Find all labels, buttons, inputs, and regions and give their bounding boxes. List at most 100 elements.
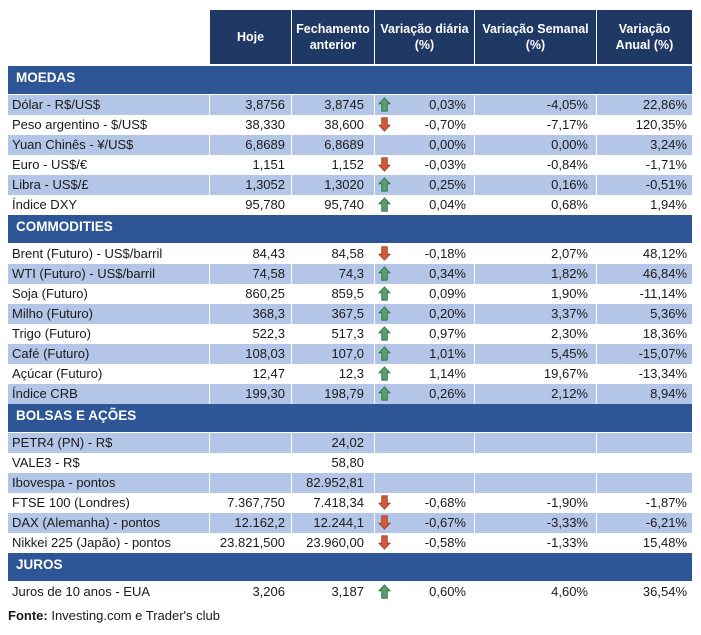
column-header-row: Hoje Fechamento anterior Variação diária…	[8, 10, 692, 64]
hoje-value: 368,3	[210, 304, 292, 324]
daily-change-value-text: 0,26%	[429, 386, 466, 401]
hoje-value: 95,780	[210, 195, 292, 215]
daily-change-value: 1,01%	[375, 344, 475, 364]
fechamento-value: 12,3	[292, 364, 375, 384]
up-arrow-icon	[378, 346, 391, 361]
daily-change-value	[375, 473, 475, 493]
daily-change-value	[375, 433, 475, 453]
daily-change-value-text: -0,67%	[424, 515, 466, 530]
table-body: MOEDAS Dólar - R$/US$ 3,8756 3,8745 0,03% -4,…	[8, 66, 692, 602]
table-row: Café (Futuro) 108,03 107,0 1,01% 5,45% -15,07…	[8, 344, 692, 364]
daily-change-value: 0,09%	[375, 284, 475, 304]
up-arrow-icon	[378, 197, 391, 212]
hoje-value	[210, 473, 292, 493]
daily-change-value-text: 1,01%	[429, 346, 466, 361]
weekly-change-value: -1,90%	[475, 493, 597, 513]
row-label: FTSE 100 (Londres)	[8, 493, 210, 513]
row-label: Café (Futuro)	[8, 344, 210, 364]
weekly-change-value: 5,45%	[475, 344, 597, 364]
row-label: Brent (Futuro) - US$/barril	[8, 244, 210, 264]
hoje-value: 74,58	[210, 264, 292, 284]
hoje-value: 522,3	[210, 324, 292, 344]
up-arrow-icon	[378, 326, 391, 341]
table-row: VALE3 - R$ 58,80	[8, 453, 692, 473]
fechamento-value: 198,79	[292, 384, 375, 404]
annual-change-value: 120,35%	[635, 117, 687, 132]
weekly-change-value: 19,67%	[475, 364, 597, 384]
weekly-change-value	[475, 433, 597, 453]
annual-change-value: 22,86%	[597, 95, 692, 115]
annual-change-value: 5,36%	[597, 304, 692, 324]
hoje-value: 84,43	[210, 244, 292, 264]
section-header-juros: JUROS	[8, 553, 692, 581]
weekly-change-value	[475, 453, 597, 473]
annual-change-value: -6,21%	[597, 513, 692, 533]
fechamento-value: 58,80	[292, 453, 375, 473]
down-arrow-icon	[378, 535, 391, 550]
fechamento-value: 107,0	[292, 344, 375, 364]
daily-change-value-text: 1,14%	[429, 366, 466, 381]
daily-change-value: -0,58%	[375, 533, 475, 553]
weekly-change-value: 4,60%	[475, 582, 597, 602]
column-header-variacao-diaria: Variação diária (%)	[375, 10, 475, 64]
hoje-value: 1,151	[210, 155, 292, 175]
daily-change-value-text: 0,09%	[429, 286, 466, 301]
table-row: PETR4 (PN) - R$ 24,02	[8, 433, 692, 453]
daily-change-value-text: -0,18%	[424, 246, 466, 261]
hoje-value: 1,3052	[210, 175, 292, 195]
fechamento-value: 12.244,1	[292, 513, 375, 533]
hoje-value: 12,47	[210, 364, 292, 384]
fechamento-value: 1,3020	[292, 175, 375, 195]
hoje-value: 108,03	[210, 344, 292, 364]
daily-change-value: -0,68%	[375, 493, 475, 513]
column-header-variacao-semanal: Variação Semanal (%)	[475, 10, 597, 64]
daily-change-value-text: 0,97%	[429, 326, 466, 341]
weekly-change-value: -7,17%	[475, 115, 597, 135]
daily-change-value: -0,70%	[375, 115, 475, 135]
row-label: Dólar - R$/US$	[8, 95, 210, 115]
daily-change-value-text: 0,04%	[429, 197, 466, 212]
row-label: Juros de 10 anos - EUA	[8, 582, 210, 602]
weekly-change-value: 0,00%	[475, 135, 597, 155]
hoje-value: 199,30	[210, 384, 292, 404]
fechamento-value: 3,187	[292, 582, 375, 602]
table-row: Nikkei 225 (Japão) - pontos 23.821,500 23.…	[8, 533, 692, 553]
daily-change-value: 0,34%	[375, 264, 475, 284]
row-label: Milho (Futuro)	[8, 304, 210, 324]
weekly-change-value: 2,07%	[475, 244, 597, 264]
row-label: Libra - US$/£	[8, 175, 210, 195]
fechamento-value: 859,5	[292, 284, 375, 304]
weekly-change-value: 2,30%	[475, 324, 597, 344]
daily-change-value-text: 0,03%	[429, 97, 466, 112]
fechamento-value: 367,5	[292, 304, 375, 324]
row-label: Trigo (Futuro)	[8, 324, 210, 344]
column-header-variacao-anual: Variação Anual (%)	[597, 10, 692, 64]
weekly-change-value: 2,12%	[475, 384, 597, 404]
fechamento-value: 84,58	[292, 244, 375, 264]
fechamento-value: 1,152	[292, 155, 375, 175]
daily-change-value-text: 0,60%	[429, 584, 466, 599]
annual-change-value	[597, 473, 692, 493]
section-header-bolsas-e-acoes: BOLSAS E AÇÕES	[8, 404, 692, 432]
fechamento-value: 74,3	[292, 264, 375, 284]
row-label: Açúcar (Futuro)	[8, 364, 210, 384]
weekly-change-value: 0,16%	[475, 175, 597, 195]
table-row: DAX (Alemanha) - pontos 12.162,2 12.244,1 -…	[8, 513, 692, 533]
daily-change-value-text: -0,58%	[424, 535, 466, 550]
daily-change-value: 0,60%	[375, 582, 475, 602]
hoje-value: 6,8689	[210, 135, 292, 155]
row-label: Nikkei 225 (Japão) - pontos	[8, 533, 210, 553]
daily-change-value: 0,97%	[375, 324, 475, 344]
section-header-commodities: COMMODITIES	[8, 215, 692, 243]
row-label: Soja (Futuro)	[8, 284, 210, 304]
up-arrow-icon	[378, 97, 391, 112]
weekly-change-value: -1,33%	[475, 533, 597, 553]
daily-change-value: -0,03%	[375, 155, 475, 175]
table-row: Índice DXY 95,780 95,740 0,04% 0,68% 1,94%	[8, 195, 692, 215]
hoje-value	[210, 453, 292, 473]
table-row: Dólar - R$/US$ 3,8756 3,8745 0,03% -4,05% 22,…	[8, 95, 692, 115]
daily-change-value: -0,18%	[375, 244, 475, 264]
annual-change-value: -0,51%	[597, 175, 692, 195]
source-note: Fonte: Investing.com e Trader's club	[8, 608, 692, 623]
weekly-change-value: 1,90%	[475, 284, 597, 304]
